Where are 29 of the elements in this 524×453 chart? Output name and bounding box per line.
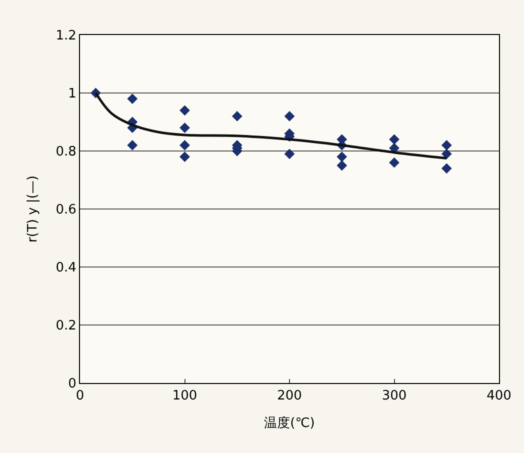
point <box>232 111 242 122</box>
y-tick-label: 0.2 <box>56 318 76 334</box>
point <box>441 163 452 174</box>
y-tick-label: 1 <box>68 86 76 102</box>
point <box>441 148 452 160</box>
y-tick-label: 0.8 <box>56 144 76 160</box>
y-tick-label: 1.2 <box>56 28 76 44</box>
point <box>180 140 190 150</box>
point <box>389 134 400 145</box>
x-tick-label: 400 <box>486 388 512 404</box>
y-tick-label: 0.4 <box>56 260 76 276</box>
x-tick-label: 300 <box>382 388 407 404</box>
x-tick-label: 200 <box>277 388 302 404</box>
point <box>441 140 452 150</box>
x-tick-label: 100 <box>172 388 198 404</box>
point <box>336 160 348 171</box>
y-tick-label: 0 <box>68 376 76 392</box>
point <box>127 94 138 104</box>
point <box>336 152 348 162</box>
point <box>389 157 400 168</box>
point <box>127 140 138 150</box>
point <box>180 152 190 162</box>
point <box>180 105 190 116</box>
point <box>284 148 295 160</box>
x-axis-title: 温度(℃) <box>264 415 315 432</box>
y-tick-label: 0.6 <box>56 202 76 218</box>
y-axis-title: r(T) y |(—) <box>26 176 41 242</box>
point <box>180 122 190 133</box>
point <box>284 111 295 122</box>
